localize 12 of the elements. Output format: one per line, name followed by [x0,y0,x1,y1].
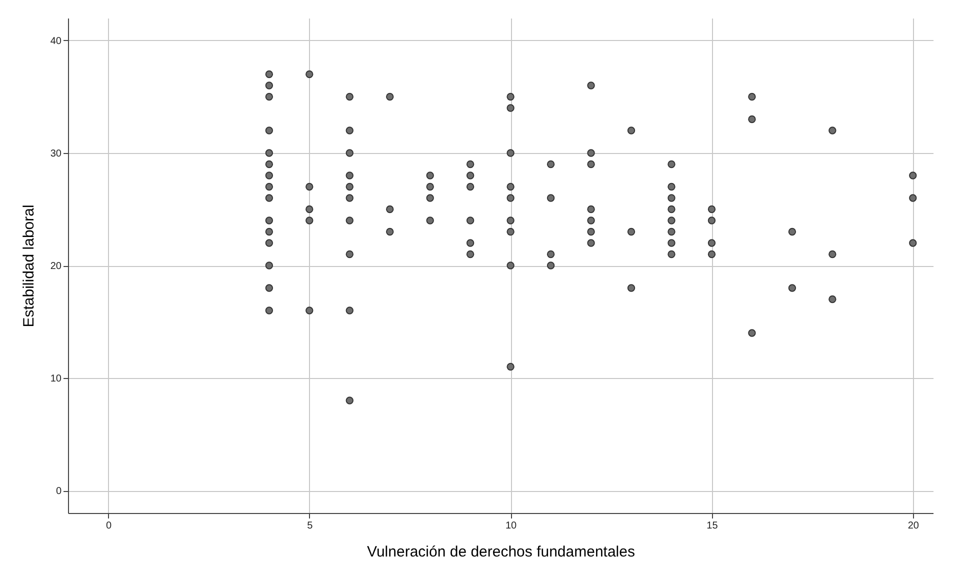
y-tick-label: 40 [50,36,62,47]
y-tick-label: 10 [50,374,62,384]
x-tick-label: 10 [505,520,518,532]
x-tick-label: 0 [106,520,112,532]
y-tick-label: 0 [56,486,62,497]
x-tick-label: 5 [307,520,314,532]
y-tick-label: 20 [50,261,62,272]
y-tick-label: 30 [50,148,62,160]
x-axis-title: Vulneración de derechos fundamentales [367,544,635,560]
x-tick-label: 20 [908,520,920,532]
y-axis-title: Estabilidad laboral [20,204,38,328]
x-tick-label: 15 [706,520,718,532]
